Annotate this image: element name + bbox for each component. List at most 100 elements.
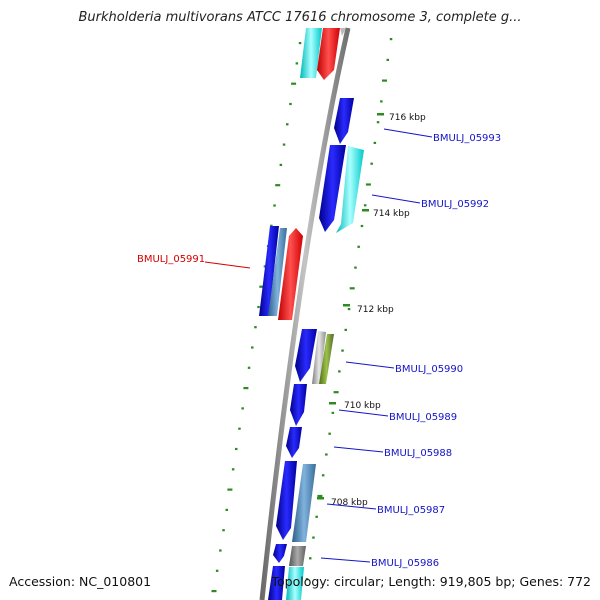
label-bmulj-05986[interactable]: BMULJ_05986 (371, 558, 439, 569)
gene-blue-bottom (268, 566, 285, 600)
leader-bmulj-05991 (204, 261, 251, 269)
label-bmulj-05990[interactable]: BMULJ_05990 (395, 364, 463, 375)
gc-dash (291, 82, 297, 85)
gc-dash (227, 488, 233, 491)
gc-dash (389, 38, 393, 41)
gene-cyan-bottom (286, 567, 304, 600)
gc-dash (251, 346, 254, 349)
gc-dash (376, 121, 380, 124)
leader-bmulj-05992 (371, 194, 421, 204)
gene-bmulj-05988 (286, 427, 302, 458)
tick-mark-708 (317, 497, 324, 500)
gc-dash (309, 557, 312, 560)
gene-red-top (317, 28, 340, 80)
gc-dash (317, 494, 323, 498)
gc-dash (263, 265, 267, 268)
gc-dash (270, 224, 273, 227)
tick-mark-716 (377, 113, 384, 116)
gc-dash (357, 245, 360, 248)
label-bmulj-05987[interactable]: BMULJ_05987 (377, 505, 445, 516)
gc-dash (305, 578, 309, 581)
gene-bmulj-05990-blue (295, 329, 317, 382)
gene-labels: BMULJ_05993 BMULJ_05992 BMULJ_05991 BMUL… (137, 128, 501, 569)
label-bmulj-05992[interactable]: BMULJ_05992 (421, 199, 489, 210)
chromosome-backbone (259, 27, 351, 600)
gc-dash (257, 305, 260, 309)
gene-bmulj-05986-blue (273, 544, 287, 563)
leader-bmulj-05986 (320, 557, 371, 563)
gc-dash (373, 141, 377, 144)
gc-dash (211, 590, 217, 593)
gc-dash (222, 529, 225, 532)
gc-dash (215, 569, 219, 572)
tick-label-708: 708 kbp (331, 498, 368, 508)
leader-bmulj-05989 (338, 409, 389, 417)
leader-bmulj-05990 (345, 361, 395, 369)
gc-dash (363, 204, 367, 207)
gene-bmulj-05991-blue (259, 226, 279, 316)
gc-dash (273, 204, 276, 207)
gc-dash (295, 62, 299, 65)
gc-dash (312, 536, 315, 539)
gc-dash (354, 266, 357, 269)
gc-dash (386, 58, 389, 61)
label-bmulj-05993[interactable]: BMULJ_05993 (433, 133, 501, 144)
label-bmulj-05988[interactable]: BMULJ_05988 (384, 448, 452, 459)
gene-bmulj-05992-blue (319, 145, 346, 232)
topology-summary: Topology: circular; Length: 919,805 bp; … (271, 574, 592, 589)
gc-dash (243, 387, 249, 390)
gene-bmulj-05989 (290, 384, 307, 426)
gc-dash (325, 453, 328, 456)
gc-dash (289, 102, 292, 106)
label-bmulj-05991[interactable]: BMULJ_05991 (137, 254, 205, 265)
tick-mark-710 (329, 402, 336, 405)
gene-bmulj-05992-cyan (336, 146, 364, 233)
gc-dash (286, 123, 289, 126)
gc-dash (380, 100, 383, 103)
gc-dash (282, 143, 286, 146)
gc-dash (331, 411, 335, 414)
gc-dash-track-right (305, 38, 393, 581)
gc-dash (247, 366, 251, 369)
gene-bmulj-05991-steel (268, 228, 287, 316)
label-bmulj-05989[interactable]: BMULJ_05989 (389, 412, 457, 423)
gc-dash (338, 370, 341, 373)
gene-bmulj-05987-steel (292, 464, 316, 542)
tick-label-716: 716 kbp (389, 113, 426, 123)
position-ticks: 716 kbp 714 kbp 712 kbp 710 kbp 708 kbp (317, 113, 426, 508)
gene-bmulj-05987-blue (276, 461, 297, 540)
gene-features (259, 28, 364, 600)
gc-dash (382, 79, 387, 82)
gene-bmulj-05990-olive (319, 334, 334, 384)
tick-label-710: 710 kbp (344, 401, 381, 411)
gene-bmulj-05991-red (278, 228, 303, 320)
gc-dash (275, 184, 281, 187)
gc-dash (349, 287, 355, 290)
gc-dash (259, 285, 265, 288)
gene-bmulj-05986-gray (289, 546, 306, 566)
gc-dash (365, 183, 371, 186)
gc-dash (360, 224, 364, 228)
leader-bmulj-05993 (383, 128, 433, 138)
gc-dash (238, 427, 241, 430)
gene-cyan-top (300, 28, 322, 78)
gc-dash (298, 42, 302, 45)
gc-dash (254, 326, 257, 329)
gc-dash (279, 163, 283, 166)
gc-dash (328, 432, 331, 435)
tick-mark-714 (362, 209, 369, 212)
gc-dash (321, 474, 325, 477)
gc-dash (225, 508, 228, 511)
leader-bmulj-05988 (333, 446, 384, 453)
accession-text: Accession: NC_010801 (9, 574, 152, 589)
map-title: Burkholderia multivorans ATCC 17616 chro… (78, 10, 522, 25)
gc-dash (315, 515, 318, 518)
tick-mark-712 (343, 304, 350, 307)
gc-dash (219, 549, 222, 552)
gc-dash (370, 162, 373, 165)
leader-bmulj-05987 (326, 503, 377, 510)
gene-gray-top (340, 28, 346, 36)
gene-bmulj-05993 (334, 98, 354, 144)
gc-dash (231, 468, 235, 471)
